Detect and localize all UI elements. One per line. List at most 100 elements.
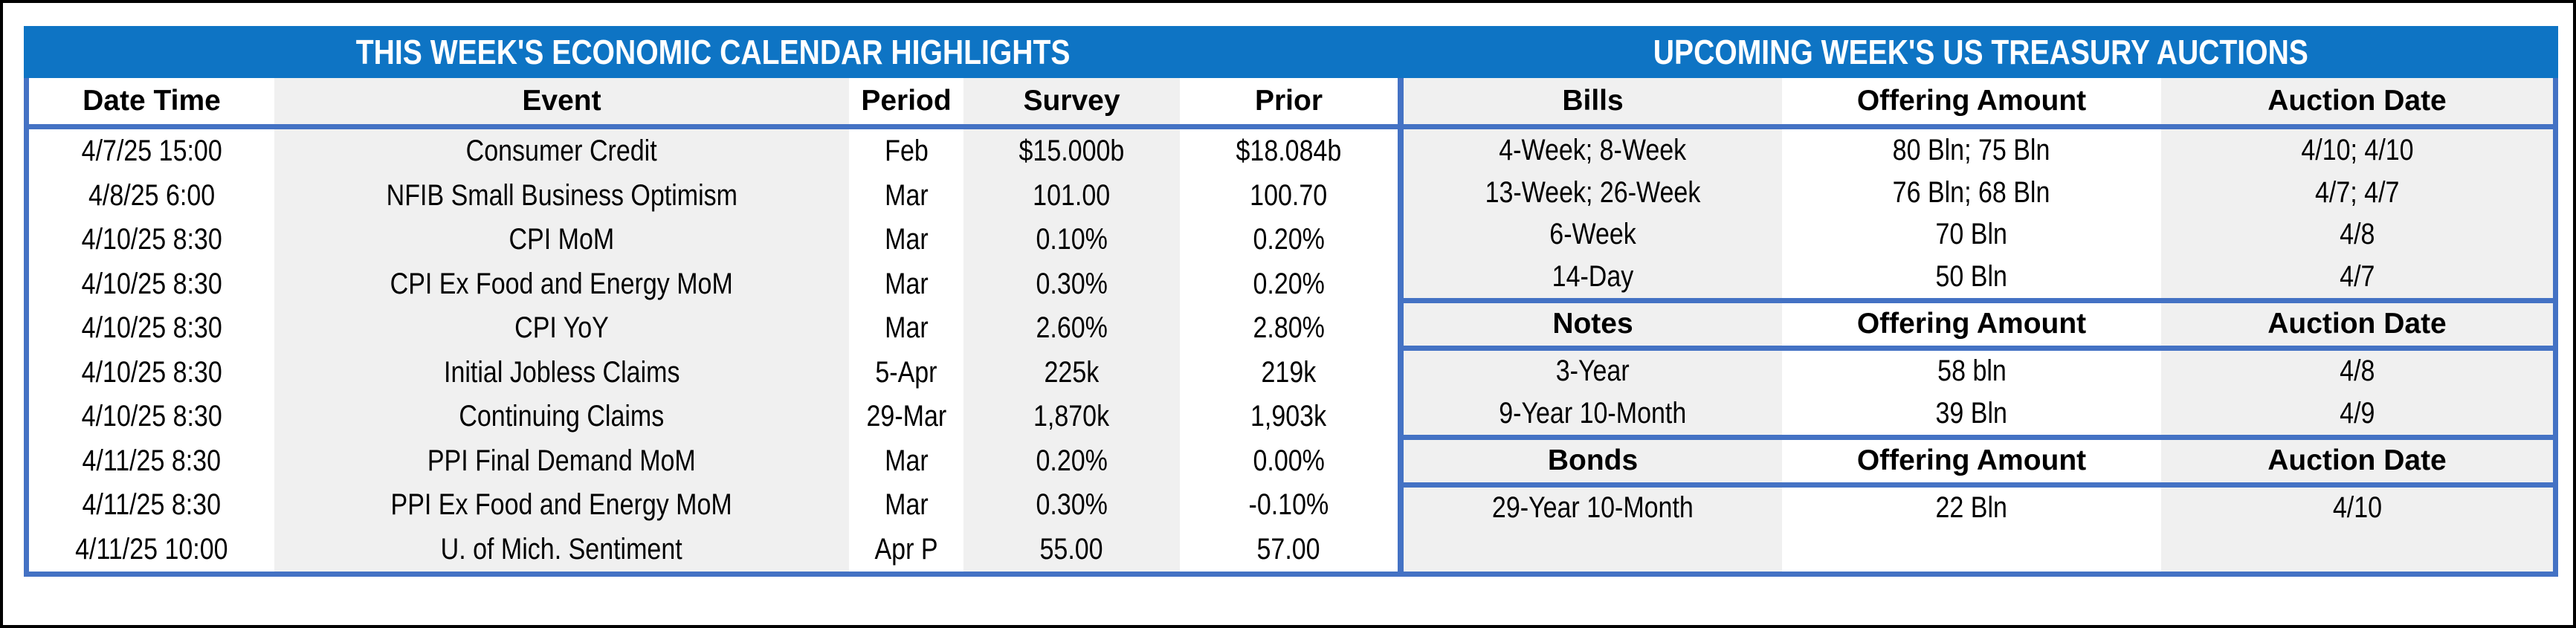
section-column-header-text: Bonds: [1547, 444, 1639, 477]
cell-text: PPI Final Demand MoM: [427, 444, 696, 477]
cell-text: Consumer Credit: [466, 135, 657, 168]
cell-text: 0.10%: [1036, 223, 1108, 256]
cell: 4/10/25 8:30: [29, 218, 274, 262]
cell-text: 29-Year 10-Month: [1492, 491, 1694, 525]
cell: Consumer Credit: [274, 129, 849, 174]
cell-text: -0.10%: [1248, 488, 1329, 522]
column-header-event: Event: [274, 78, 849, 124]
cell: 4/11/25 8:30: [29, 439, 274, 484]
cell-text: CPI MoM: [509, 223, 615, 256]
cell: 58 bln: [1782, 351, 2161, 393]
section-column-header: Offering Amount: [1782, 303, 2161, 346]
cell: NFIB Small Business Optimism: [274, 173, 849, 218]
cell: Mar: [849, 218, 963, 262]
cell: 0.10%: [963, 218, 1180, 262]
cell-text: 4/10: [2332, 491, 2382, 525]
cell-text: 80 Bln; 75 Bln: [1893, 133, 2050, 166]
cell-text: 219k: [1261, 355, 1317, 389]
cell-text: 4/11/25 8:30: [82, 488, 222, 522]
section-column-header-text: Notes: [1552, 308, 1633, 340]
cell-text: 4/8/25 6:00: [88, 178, 216, 212]
cell: 4/10; 4/10: [2161, 129, 2553, 172]
cell-text: 0.30%: [1036, 488, 1108, 522]
cell: 0.20%: [1180, 262, 1398, 307]
column-header-period: Period: [861, 85, 952, 117]
section-column-header-text: Auction Date: [2267, 308, 2447, 340]
empty-row: [1404, 529, 2553, 572]
cell-text: 4/10/25 8:30: [81, 223, 222, 256]
cell-text: Apr P: [874, 532, 938, 566]
cell-text: PPI Ex Food and Energy MoM: [390, 488, 733, 522]
cell-text: 50 Bln: [1935, 259, 2008, 293]
calendar-row: 4/11/25 8:30 PPI Ex Food and Energy MoM Ma…: [29, 483, 1398, 528]
cell: 4-Week; 8-Week: [1404, 129, 1782, 172]
cell: 4/10/25 8:30: [29, 351, 274, 395]
auctions-header-underline: [1404, 124, 2553, 129]
cell: 4/10/25 8:30: [29, 395, 274, 439]
cell: 14-Day: [1404, 256, 1782, 298]
economic-calendar-title-text: THIS WEEK'S ECONOMIC CALENDAR HIGHLIGHTS: [356, 33, 1071, 71]
cell: 6-Week: [1404, 213, 1782, 256]
cell: 4/7/25 15:00: [29, 129, 274, 174]
cell-text: CPI YoY: [514, 311, 609, 345]
cell-text: 4/10/25 8:30: [81, 400, 222, 433]
cell: 0.20%: [963, 438, 1180, 483]
cell: 3-Year: [1404, 350, 1782, 393]
cell: CPI MoM: [274, 218, 849, 262]
auction-row: 6-Week 70 Bln 4/8: [1404, 213, 2553, 256]
cell-text: 6-Week: [1549, 218, 1636, 251]
section-column-header: Offering Amount: [1782, 440, 2161, 482]
cell: Initial Jobless Claims: [274, 350, 849, 395]
cell-text: 39 Bln: [1935, 397, 2008, 430]
cell-text: Mar: [884, 311, 929, 345]
cell: 0.30%: [963, 483, 1180, 528]
cell-text: Mar: [884, 223, 929, 256]
calendar-row: 4/11/25 10:00 U. of Mich. Sentiment Apr P 5…: [29, 527, 1398, 572]
cell-text: 4/10/25 8:30: [81, 267, 222, 300]
cell-text: 0.20%: [1253, 267, 1325, 300]
cell-text: 1,870k: [1033, 400, 1110, 433]
tables-container: THIS WEEK'S ECONOMIC CALENDAR HIGHLIGHTS…: [24, 26, 2558, 577]
cell: 4/7; 4/7: [2161, 171, 2553, 214]
cell: 57.00: [1180, 528, 1398, 572]
cell-text: Mar: [884, 178, 929, 212]
calendar-header-underline: [29, 124, 1398, 129]
cell: 9-Year 10-Month: [1404, 392, 1782, 435]
cell-text: 76 Bln; 68 Bln: [1893, 175, 2050, 209]
cell: 1,870k: [963, 395, 1180, 439]
section-header-row: Bonds Offering Amount Auction Date: [1404, 434, 2553, 488]
cell-text: Mar: [884, 444, 929, 477]
auction-row: 4-Week; 8-Week 80 Bln; 75 Bln 4/10; 4/10: [1404, 129, 2553, 172]
auction-row: 3-Year 58 bln 4/8: [1404, 350, 2553, 393]
cell-text: U. of Mich. Sentiment: [440, 532, 683, 566]
cell-text: 2.60%: [1036, 311, 1108, 345]
cell-text: 57.00: [1256, 532, 1321, 566]
cell-text: 4/10/25 8:30: [81, 311, 222, 345]
calendar-row: 4/10/25 8:30 CPI Ex Food and Energy MoM Ma…: [29, 262, 1398, 307]
cell-text: 29-Mar: [866, 400, 946, 433]
cell: U. of Mich. Sentiment: [274, 527, 849, 572]
cell-text: 4/7/25 15:00: [81, 135, 222, 168]
cell: 4/10/25 8:30: [29, 306, 274, 351]
cell: 4/8/25 6:00: [29, 174, 274, 218]
column-header-date-time: Date Time: [83, 85, 221, 117]
cell: Mar: [849, 306, 963, 351]
column-header-auction-date: Auction Date: [2161, 78, 2553, 124]
calendar-column-header-row: Date Time Event Period Survey Prior: [29, 78, 1398, 124]
cell: 101.00: [963, 173, 1180, 218]
cell-text: 225k: [1044, 355, 1100, 389]
cell-text: 4/11/25 10:00: [75, 532, 228, 566]
column-header-survey: Survey: [963, 78, 1180, 124]
cell: 70 Bln: [1782, 213, 2161, 256]
cell: 4/10: [2161, 487, 2553, 530]
column-header-prior: Prior: [1254, 85, 1323, 117]
cell-text: 55.00: [1039, 532, 1104, 566]
cell: 2.80%: [1180, 306, 1398, 351]
cell: 4/8: [2161, 213, 2553, 256]
auction-row: 14-Day 50 Bln 4/7: [1404, 256, 2553, 298]
calendar-row: 4/10/25 8:30 Initial Jobless Claims 5-Apr 2…: [29, 350, 1398, 395]
calendar-row: 4/10/25 8:30 CPI YoY Mar 2.60% 2.80%: [29, 306, 1398, 351]
cell-text: 4-Week; 8-Week: [1499, 133, 1687, 166]
cell-text: 5-Apr: [875, 355, 937, 389]
